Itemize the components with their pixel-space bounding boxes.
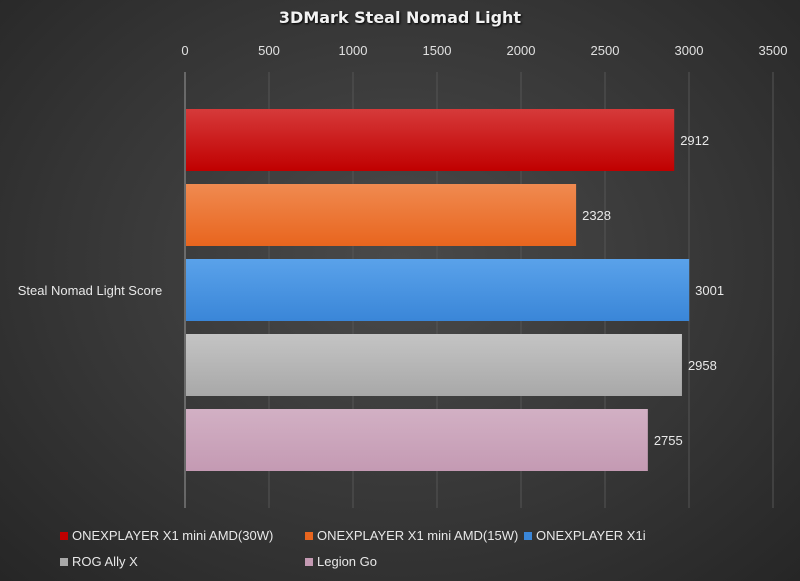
data-label: 2755 bbox=[654, 433, 683, 448]
legend-label: ONEXPLAYER X1 mini AMD(30W) bbox=[72, 528, 274, 543]
bar bbox=[186, 259, 690, 321]
legend-swatch bbox=[60, 531, 68, 540]
x-tick-label: 1500 bbox=[423, 43, 452, 58]
chart-title: 3DMark Steal Nomad Light bbox=[278, 8, 522, 27]
data-label: 2912 bbox=[680, 133, 709, 148]
legend-label: ROG Ally X bbox=[72, 554, 138, 569]
x-tick-label: 1000 bbox=[339, 43, 368, 58]
x-tick-label: 3000 bbox=[675, 43, 704, 58]
legend-item: ONEXPLAYER X1 mini AMD(15W) bbox=[305, 528, 518, 543]
legend-item: ONEXPLAYER X1i bbox=[524, 528, 646, 543]
bar bbox=[186, 409, 648, 471]
x-tick-label: 0 bbox=[181, 43, 188, 58]
legend-label: ONEXPLAYER X1 mini AMD(15W) bbox=[317, 528, 519, 543]
x-tick-label: 3500 bbox=[759, 43, 788, 58]
bar bbox=[186, 109, 675, 171]
legend-swatch bbox=[305, 531, 313, 540]
data-label: 3001 bbox=[695, 283, 724, 298]
legend-label: ONEXPLAYER X1i bbox=[536, 528, 646, 543]
data-label: 2958 bbox=[688, 358, 717, 373]
legend-item: Legion Go bbox=[305, 554, 377, 569]
legend-swatch bbox=[60, 557, 68, 566]
bar bbox=[186, 184, 577, 246]
bar bbox=[186, 334, 682, 396]
data-label: 2328 bbox=[582, 208, 611, 223]
x-tick-label: 500 bbox=[258, 43, 280, 58]
legend-swatch bbox=[524, 531, 532, 540]
legend-swatch bbox=[305, 557, 313, 566]
legend-label: Legion Go bbox=[317, 554, 377, 569]
legend-item: ONEXPLAYER X1 mini AMD(30W) bbox=[60, 528, 273, 543]
category-label: Steal Nomad Light Score bbox=[18, 283, 163, 298]
legend-item: ROG Ally X bbox=[60, 554, 138, 569]
x-tick-label: 2500 bbox=[591, 43, 620, 58]
x-tick-label: 2000 bbox=[507, 43, 536, 58]
